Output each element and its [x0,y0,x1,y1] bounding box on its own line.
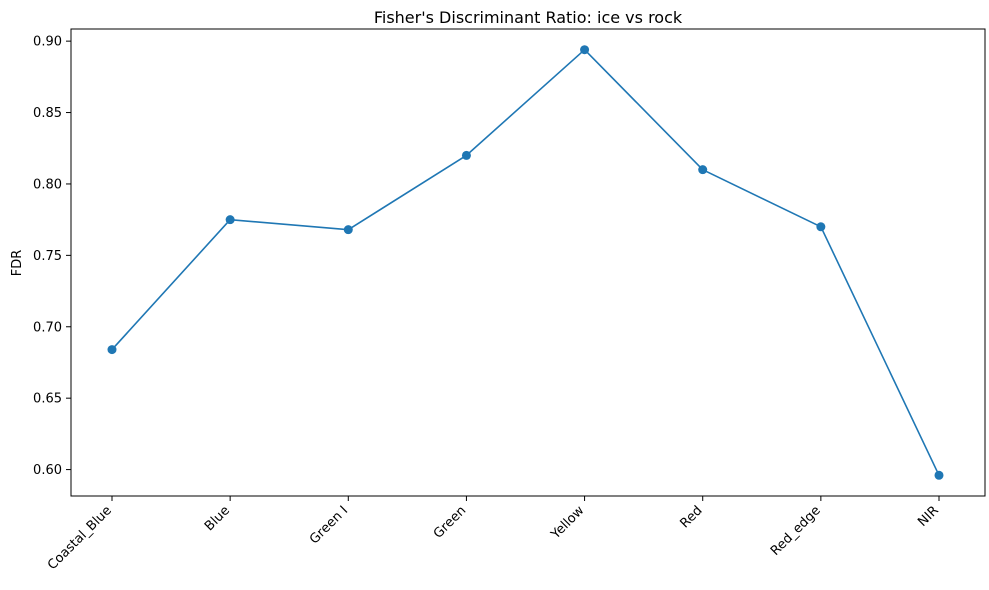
y-tick-label: 0.85 [33,106,62,121]
x-tick-label: Green [431,503,469,541]
y-tick-label: 0.65 [33,392,62,407]
data-point [934,470,944,480]
y-tick-label: 0.60 [33,463,62,478]
x-tick-label: Red_edge [768,503,824,559]
y-tick-label: 0.90 [33,35,62,50]
y-tick-label: 0.80 [33,177,62,192]
x-tick-label: Green I [307,503,351,547]
plot-frame [70,28,986,497]
x-tick-label: Blue [202,503,233,534]
x-tick-label: NIR [915,503,942,530]
data-point [698,165,708,175]
data-point [225,215,235,225]
y-tick-label: 0.70 [33,320,62,335]
data-point [580,45,590,55]
y-axis-label: FDR [10,250,25,277]
y-tick-label: 0.75 [33,249,62,264]
x-tick-label: Red [677,503,705,531]
data-point [461,150,471,160]
data-point [816,222,826,232]
series-line [111,48,940,476]
plot-area: 0.60 0.65 0.70 0.75 0.80 0.85 0.90 Coastal_Blue… [33,35,944,573]
x-tick-label: Coastal_Blue [45,503,115,573]
data-point [107,345,117,355]
chart-title: Fisher's Discriminant Ratio: ice vs rock [374,8,683,27]
data-point [343,225,353,235]
x-tick-label: Yellow [548,503,588,543]
